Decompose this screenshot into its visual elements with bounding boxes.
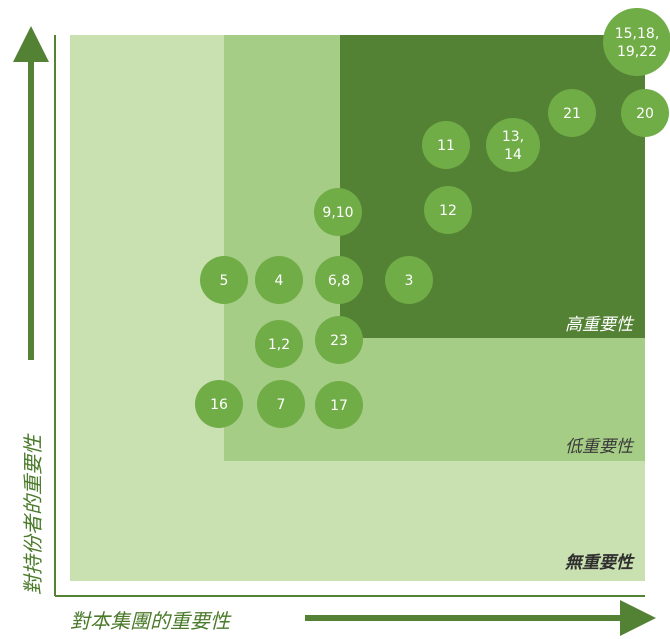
topic-point-circle xyxy=(195,380,243,428)
topic-point-label: 19,22 xyxy=(617,44,657,60)
topic-point-circle xyxy=(255,320,303,368)
zone-label-high: 高重要性 xyxy=(565,315,635,335)
topic-point: 20 xyxy=(621,89,669,137)
topic-point: 11 xyxy=(422,121,470,169)
topic-point: 16 xyxy=(195,380,243,428)
topic-point-circle xyxy=(548,89,596,137)
topic-point-label: 17 xyxy=(330,398,348,414)
topic-point-circle xyxy=(385,256,433,304)
zone-high-importance xyxy=(340,35,645,338)
topic-point-label: 15,18, xyxy=(615,26,660,42)
topic-point-label: 13, xyxy=(502,129,524,145)
topic-point-label: 16 xyxy=(210,397,228,413)
topic-point: 13,14 xyxy=(486,118,540,172)
topic-point-label: 12 xyxy=(439,203,457,219)
topic-point-label: 23 xyxy=(330,333,348,349)
zone-label-low: 低重要性 xyxy=(565,437,635,457)
topic-point: 3 xyxy=(385,256,433,304)
topic-point-label: 5 xyxy=(220,273,229,289)
topic-point: 21 xyxy=(548,89,596,137)
topic-point-circle xyxy=(315,316,363,364)
topic-point: 5 xyxy=(200,256,248,304)
topic-point-circle xyxy=(315,256,363,304)
topic-point: 15,18, 19,22 xyxy=(603,8,670,76)
topic-point: 1,2 xyxy=(255,320,303,368)
topic-point-label: 3 xyxy=(405,273,414,289)
topic-point-label: 1,2 xyxy=(268,337,290,353)
topic-point-label: 9,10 xyxy=(322,205,353,221)
topic-point: 4 xyxy=(255,256,303,304)
topic-point: 12 xyxy=(424,186,472,234)
topic-point-label: 11 xyxy=(437,138,455,154)
topic-point-label: 21 xyxy=(563,106,581,122)
topic-point-circle xyxy=(603,8,670,76)
topic-point-label: 6,8 xyxy=(328,273,350,289)
topic-point-circle xyxy=(314,188,362,236)
x-axis-title: 對本集團的重要性 xyxy=(70,609,232,633)
topic-point: 17 xyxy=(315,381,363,429)
topic-point-label: 14 xyxy=(504,147,522,163)
topic-point-label: 7 xyxy=(277,397,286,413)
y-axis-title: 對持份者的重要性 xyxy=(21,433,45,595)
topic-point-label: 4 xyxy=(275,273,284,289)
topic-point-circle xyxy=(315,381,363,429)
topic-point-circle xyxy=(255,256,303,304)
topic-point-label: 20 xyxy=(636,106,654,122)
topic-point-circle xyxy=(621,89,669,137)
topic-point: 23 xyxy=(315,316,363,364)
topic-point: 9,10 xyxy=(314,188,362,236)
topic-point-circle xyxy=(424,186,472,234)
topic-point: 7 xyxy=(257,380,305,428)
topic-point-circle xyxy=(486,118,540,172)
zone-label-none: 無重要性 xyxy=(564,553,635,573)
topic-point-circle xyxy=(257,380,305,428)
topic-point: 6,8 xyxy=(315,256,363,304)
topic-point-circle xyxy=(200,256,248,304)
topic-point-circle xyxy=(422,121,470,169)
